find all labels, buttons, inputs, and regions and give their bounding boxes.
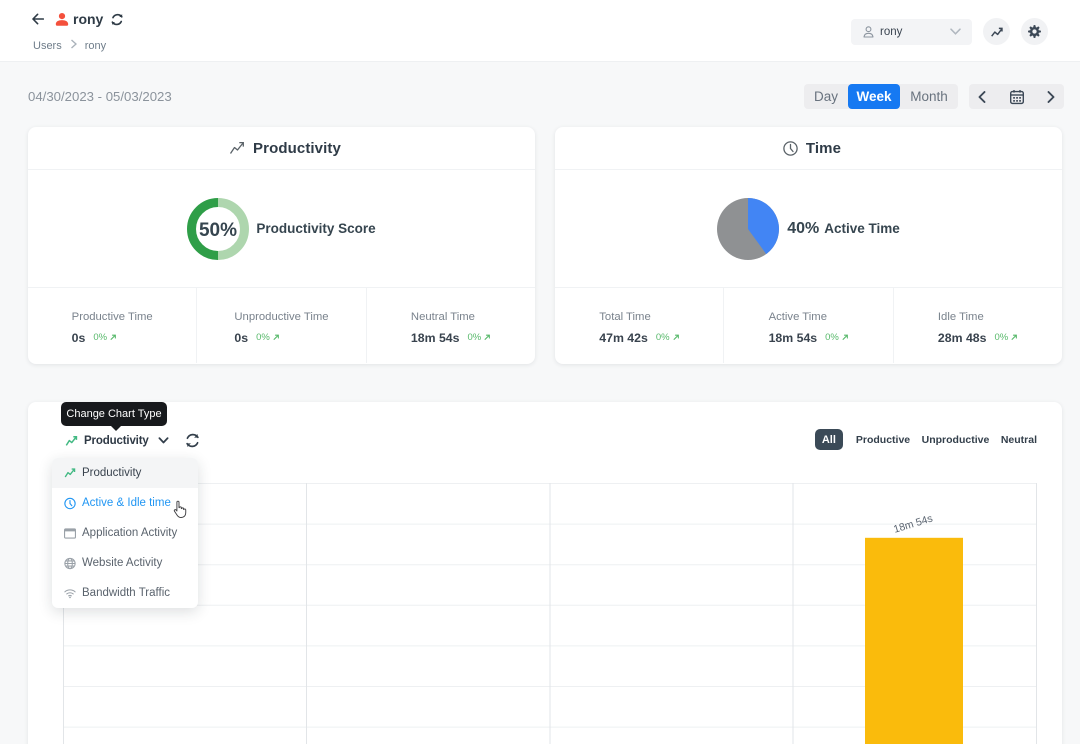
svg-text:18m 54s: 18m 54s	[892, 512, 934, 535]
svg-text:50%: 50%	[199, 220, 237, 241]
